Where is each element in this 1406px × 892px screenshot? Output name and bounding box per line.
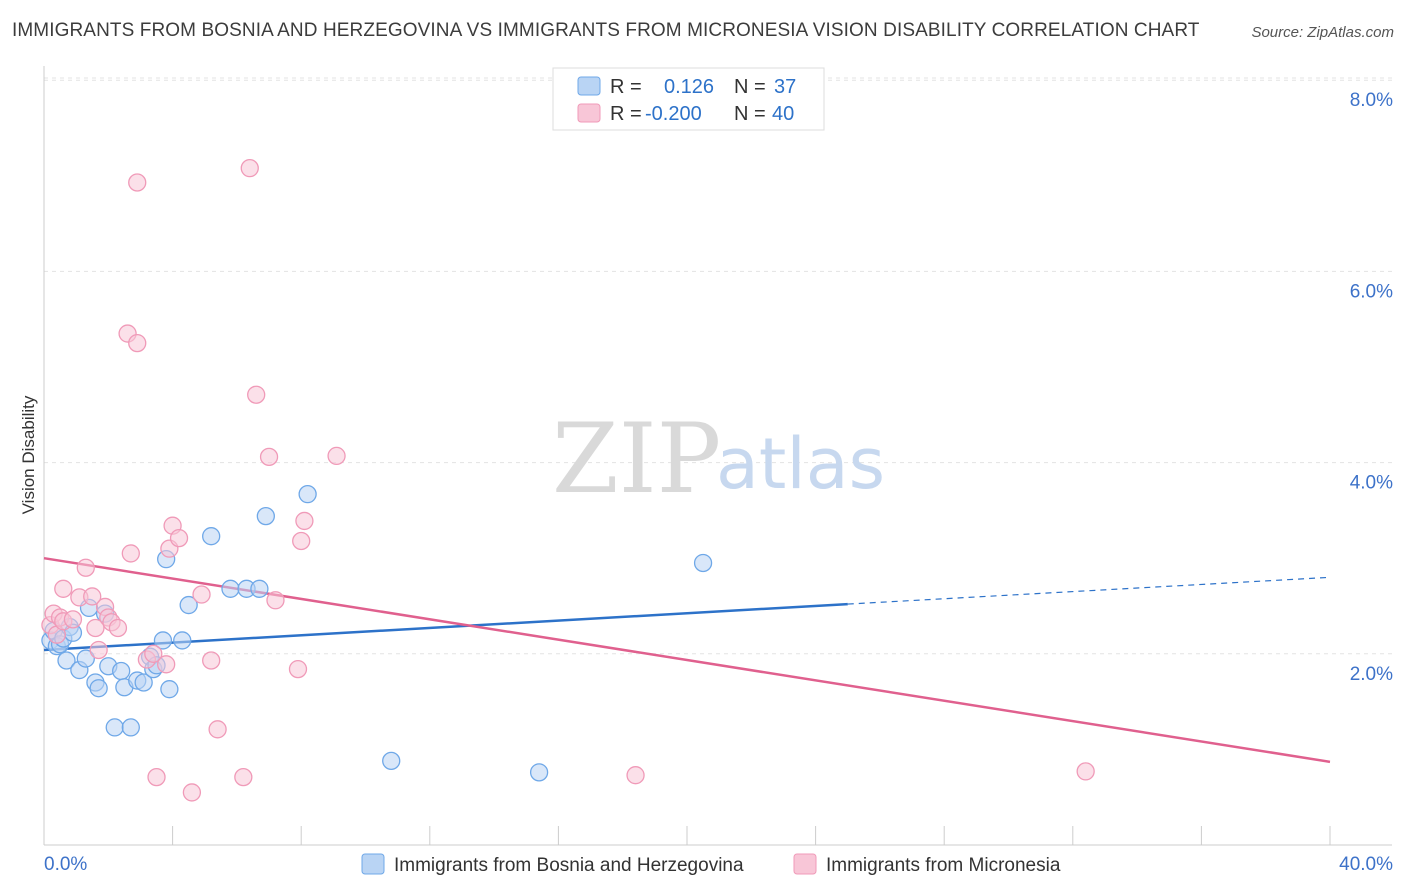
- point-bosnia: [89, 679, 108, 698]
- point-micronesia: [128, 333, 147, 353]
- point-bosnia: [298, 484, 317, 504]
- tick-labels: 2.0% 4.0% 6.0% 8.0% 0.0% 40.0%: [44, 90, 1393, 875]
- point-micronesia: [169, 528, 189, 548]
- legend-n-label-bosnia: N =: [734, 76, 766, 98]
- legend-swatch-micronesia: [577, 103, 601, 123]
- bottom-legend-label-micronesia: Immigrants from Micronesia: [826, 855, 1061, 876]
- point-micronesia: [240, 159, 259, 178]
- point-bosnia: [202, 527, 221, 546]
- x-tick-label-min: 0.0%: [44, 854, 87, 875]
- legend-r-value-micronesia: -0.200: [645, 103, 702, 125]
- point-micronesia: [259, 447, 279, 467]
- bottom-legend: Immigrants from Bosnia and Herzegovina I…: [361, 853, 1061, 876]
- data-points: [41, 159, 1095, 802]
- y-tick-label: 8.0%: [1350, 90, 1393, 111]
- legend-r-value-bosnia: 0.126: [664, 76, 714, 98]
- point-bosnia: [529, 763, 549, 782]
- point-micronesia: [157, 655, 176, 674]
- x-tick-label-max: 40.0%: [1339, 854, 1393, 875]
- axes: [43, 66, 1392, 846]
- point-bosnia: [134, 673, 153, 692]
- point-micronesia: [54, 579, 73, 598]
- point-micronesia: [76, 558, 95, 577]
- point-micronesia: [182, 783, 202, 802]
- legend-swatch-bosnia: [577, 76, 601, 96]
- point-bosnia: [76, 649, 95, 668]
- y-tick-label: 2.0%: [1350, 664, 1393, 685]
- point-bosnia: [121, 718, 140, 737]
- legend-n-value-micronesia: 40: [772, 103, 794, 125]
- point-micronesia: [327, 446, 346, 466]
- point-bosnia: [256, 506, 275, 526]
- point-micronesia: [108, 618, 128, 638]
- point-micronesia: [144, 644, 163, 663]
- watermark-atlas: atlas: [716, 423, 885, 505]
- point-micronesia: [192, 585, 211, 604]
- trend-line-bosnia-extension: [847, 576, 1331, 605]
- legend-r-label-micronesia: R =: [610, 103, 642, 125]
- watermark: ZIP atlas: [552, 403, 885, 515]
- point-bosnia: [160, 680, 179, 699]
- legend-r-label-bosnia: R =: [610, 76, 642, 98]
- legend-n-value-bosnia: 37: [774, 76, 796, 98]
- point-micronesia: [292, 531, 311, 551]
- point-bosnia: [153, 631, 173, 650]
- y-axis-label: Vision Disability: [19, 395, 38, 514]
- point-bosnia: [112, 661, 131, 681]
- point-micronesia: [234, 767, 253, 787]
- point-micronesia: [147, 767, 166, 787]
- point-micronesia: [83, 587, 102, 606]
- point-bosnia: [221, 579, 240, 598]
- point-bosnia: [382, 751, 401, 771]
- point-micronesia: [89, 640, 108, 660]
- point-micronesia: [63, 610, 83, 629]
- chart-title: IMMIGRANTS FROM BOSNIA AND HERZEGOVINA V…: [12, 20, 1200, 41]
- bottom-legend-swatch-micronesia: [793, 853, 817, 875]
- bottom-legend-swatch-bosnia: [361, 853, 385, 875]
- point-bosnia: [693, 553, 713, 573]
- top-legend: R = 0.126 N = 37 R = -0.200 N = 40: [552, 67, 825, 131]
- point-bosnia: [173, 631, 192, 650]
- point-micronesia: [626, 766, 645, 785]
- watermark-zip: ZIP: [552, 403, 721, 515]
- y-tick-label: 4.0%: [1350, 473, 1393, 494]
- point-bosnia: [250, 579, 269, 598]
- bottom-legend-label-bosnia: Immigrants from Bosnia and Herzegovina: [394, 855, 744, 876]
- point-bosnia: [105, 718, 124, 737]
- point-micronesia: [128, 173, 147, 192]
- point-micronesia: [202, 651, 221, 670]
- point-micronesia: [295, 511, 314, 531]
- point-micronesia: [1076, 762, 1095, 781]
- y-tick-label: 6.0%: [1350, 281, 1393, 302]
- point-micronesia: [86, 618, 105, 638]
- point-micronesia: [208, 720, 227, 739]
- point-micronesia: [247, 385, 266, 404]
- point-bosnia: [57, 651, 76, 670]
- point-bosnia: [179, 595, 198, 615]
- legend-n-label-micronesia: N =: [734, 103, 766, 125]
- point-micronesia: [266, 591, 285, 610]
- source-label: Source: ZipAtlas.com: [1251, 24, 1394, 41]
- point-micronesia: [288, 659, 308, 679]
- point-micronesia: [121, 544, 140, 563]
